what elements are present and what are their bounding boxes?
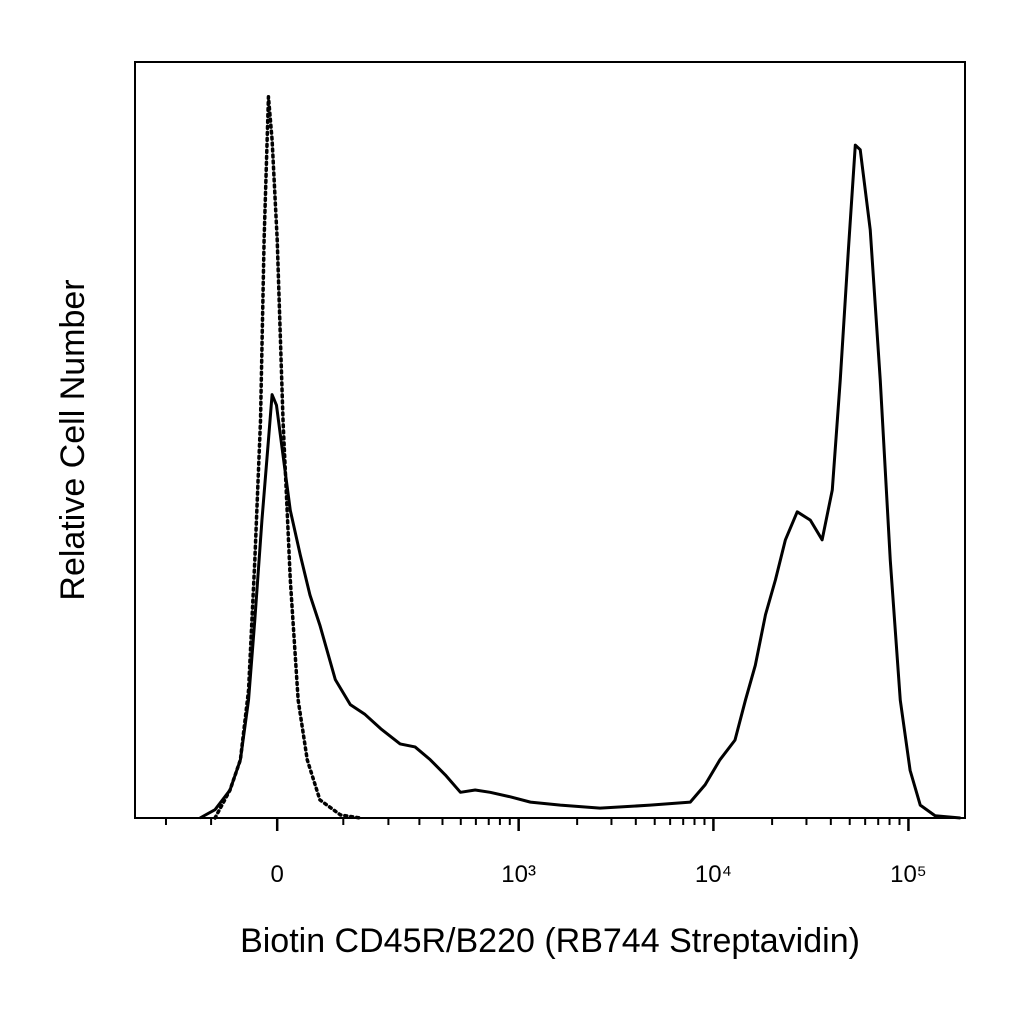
x-axis-label: Biotin CD45R/B220 (RB744 Streptavidin) [240,922,860,960]
plot-frame [134,61,966,819]
x-tick-label: 10⁴ [695,861,732,888]
y-axis-label: Relative Cell Number [54,279,92,600]
histogram-line [213,95,363,820]
x-tick-label: 10⁵ [890,861,927,888]
x-tick-label: 10³ [501,861,536,888]
histogram-line [199,143,961,820]
x-tick-label: 0 [271,861,284,888]
